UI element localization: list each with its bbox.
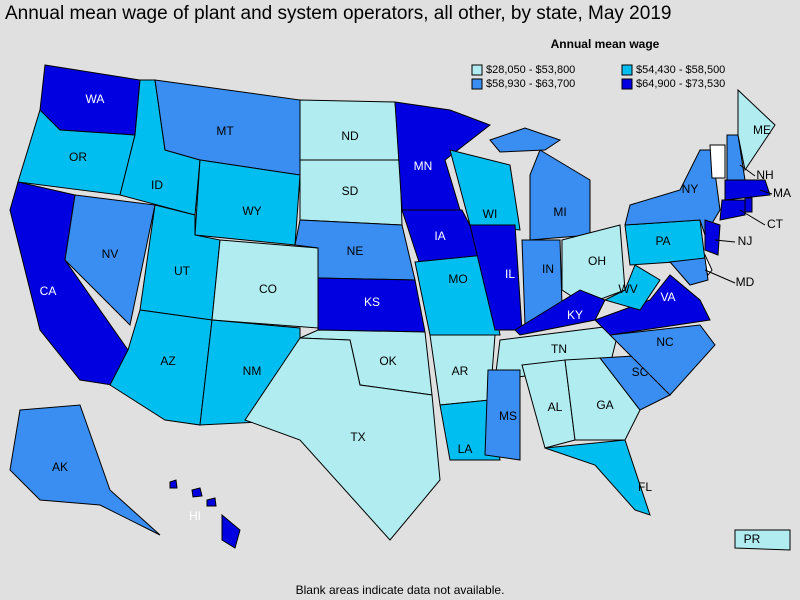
state-label: MN: [414, 159, 433, 173]
state-label: TN: [551, 342, 567, 356]
state-shape: [529, 149, 591, 241]
legend-label: $54,430 - $58,500: [636, 64, 725, 76]
state-shape: [668, 257, 709, 286]
state-shape: [484, 369, 521, 461]
legend-swatch: [471, 64, 483, 76]
state-label: FL: [638, 480, 652, 494]
state-shape: [624, 149, 721, 237]
state-shape: [64, 194, 156, 327]
state-label: WI: [483, 207, 498, 221]
state-label: WV: [618, 282, 637, 296]
states: WA OR CA NV ID MT WY UT CO AZ NM ND SD NE KS OK TX MN IA MO…: [9, 64, 791, 551]
state-label: NH: [756, 168, 773, 182]
legend-label: $28,050 - $53,800: [486, 64, 575, 76]
state-shape: [608, 324, 716, 396]
state-shape: [169, 479, 178, 489]
state-label: AL: [548, 400, 563, 414]
state-shape: [744, 197, 753, 213]
state-label: NV: [102, 247, 119, 261]
state-shape: [724, 179, 771, 201]
state-label: NC: [656, 335, 674, 349]
state-label: KS: [364, 295, 380, 309]
state-shape: [719, 199, 746, 221]
legend-swatch: [621, 78, 633, 90]
legend: $28,050 - $53,800 $54,430 - $58,500 $58,93…: [471, 64, 725, 90]
legend-swatch: [471, 78, 483, 90]
state-shape: [709, 144, 726, 179]
state-shape: [191, 487, 203, 498]
state-shape: [194, 159, 301, 246]
state-label: GA: [596, 398, 613, 412]
state-label: OH: [588, 254, 606, 268]
state-label: CT: [767, 217, 784, 231]
leader-line: [704, 269, 736, 284]
state-label: NE: [347, 244, 364, 258]
leader-line: [739, 164, 756, 177]
state-label: CA: [40, 284, 57, 298]
legend-swatch: [621, 64, 633, 76]
state-label: NJ: [738, 234, 753, 248]
state-shape: [514, 289, 606, 336]
leader-line: [759, 189, 773, 195]
state-shape: [544, 439, 651, 516]
footnote: Blank areas indicate data not available.: [296, 583, 505, 597]
state-label: AZ: [160, 354, 175, 368]
state-label: IN: [542, 262, 554, 276]
state-label: IA: [434, 229, 445, 243]
state-label: IL: [505, 267, 515, 281]
state-label: CO: [259, 282, 277, 296]
state-shape: [449, 149, 521, 231]
state-shape: [244, 337, 441, 541]
state-label: OR: [69, 150, 87, 164]
state-label: SD: [342, 184, 359, 198]
legend-title: Annual mean wage: [551, 37, 660, 51]
state-label: AR: [452, 364, 469, 378]
state-label: ME: [753, 123, 771, 137]
state-label: WA: [86, 92, 105, 106]
state-shape: [221, 513, 241, 549]
state-shape: [734, 529, 791, 551]
state-label: OK: [379, 354, 396, 368]
state-label: LA: [458, 442, 473, 456]
state-shape: [737, 88, 776, 172]
state-label: NM: [243, 364, 262, 378]
state-label: TX: [350, 430, 365, 444]
state-shape: [564, 357, 641, 441]
state-label: HI: [189, 509, 201, 523]
state-label: AK: [52, 460, 68, 474]
state-shape: [704, 219, 721, 256]
state-label: MA: [773, 186, 791, 200]
state-label: PR: [744, 532, 761, 546]
legend-label: $64,900 - $73,530: [636, 78, 725, 90]
state-shape: [206, 497, 217, 507]
state-label: ND: [341, 129, 359, 143]
leader-line: [714, 239, 736, 243]
leader-line: [739, 209, 766, 226]
state-label: MD: [736, 275, 755, 289]
state-shape: [603, 264, 661, 311]
state-label: MT: [216, 124, 234, 138]
state-label: WY: [242, 204, 261, 218]
state-shape: [594, 274, 711, 336]
state-shape: [414, 254, 501, 336]
state-label: VA: [660, 290, 675, 304]
state-shape: [489, 127, 562, 153]
state-label: ID: [151, 178, 163, 192]
state-label: PA: [655, 234, 670, 248]
state-label: KY: [567, 308, 583, 322]
state-label: MO: [448, 272, 467, 286]
state-shape: [561, 224, 626, 306]
map-title: Annual mean wage of plant and system ope…: [5, 3, 671, 24]
state-label: NY: [682, 182, 699, 196]
state-label: MS: [499, 409, 517, 423]
state-label: UT: [174, 264, 191, 278]
state-shape: [9, 404, 161, 536]
state-label: MI: [553, 205, 566, 219]
legend-label: $58,930 - $63,700: [486, 78, 575, 90]
